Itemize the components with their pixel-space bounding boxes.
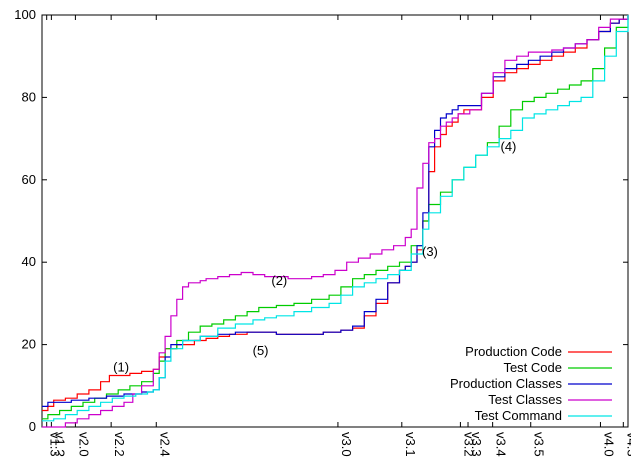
- y-tick-label: 60: [22, 172, 36, 187]
- series-layer: [42, 15, 629, 428]
- annotation-label: (2): [271, 273, 287, 288]
- legend-label: Production Code: [465, 344, 562, 359]
- series-line-test-code: [42, 15, 629, 420]
- x-tick-label: v2.4: [157, 432, 172, 457]
- y-axis: 0 20 40 60 80 100: [14, 7, 628, 434]
- x-tick-label: v3.1: [403, 432, 418, 457]
- x-axis: v1.3v1.? v2.0 v2.2 v2.4 v3.0 v3.1 v3.2v3.3 v3.4…: [46, 15, 631, 457]
- legend-label: Production Classes: [450, 376, 562, 391]
- legend-label: Test Classes: [488, 392, 562, 407]
- annotation-label: (5): [253, 343, 269, 358]
- annotation-label: (1): [113, 359, 129, 374]
- x-tick-label: v2.2: [112, 432, 127, 457]
- y-tick-label: 0: [29, 419, 36, 434]
- y-tick-label: 80: [22, 89, 36, 104]
- x-tick-label: v3.3: [469, 432, 484, 457]
- x-tick-label: v2.0: [76, 432, 91, 457]
- annotation-label: (3): [422, 244, 438, 259]
- series-line-test-classes: [42, 15, 629, 428]
- x-tick-label: v3.0: [339, 432, 354, 457]
- annotation-label: (4): [501, 139, 517, 154]
- x-tick-label: v4.0: [601, 432, 616, 457]
- legend-label: Test Code: [503, 360, 562, 375]
- y-tick-label: 20: [22, 337, 36, 352]
- annotation-layer: (1) (2) (3) (4) (5): [113, 139, 516, 374]
- y-tick-label: 100: [14, 7, 36, 22]
- x-tick-label: v3.4: [494, 432, 509, 457]
- plot-frame: [41, 14, 629, 428]
- legend-label: Test Command: [475, 408, 562, 423]
- x-tick-label: v1.3: [48, 432, 63, 457]
- y-tick-label: 40: [22, 254, 36, 269]
- x-tick-label: v3.2: [461, 432, 476, 457]
- series-line-test-command: [42, 15, 629, 422]
- x-tick-label: v3.5: [532, 432, 547, 457]
- x-tick-label: v1.?: [52, 432, 67, 457]
- x-tick-label: v4.3: [624, 432, 631, 457]
